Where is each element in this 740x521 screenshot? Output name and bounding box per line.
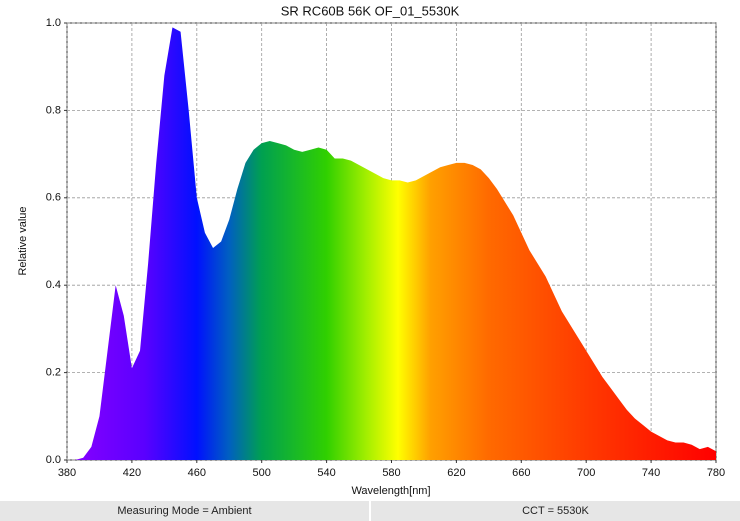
area-layer	[67, 27, 716, 461]
y-axis-label: Relative value	[17, 206, 29, 275]
x-tick-label: 460	[188, 467, 206, 479]
footer-cell: Measuring Mode = Ambient	[0, 501, 371, 521]
y-tick-label: 0.0	[46, 454, 61, 466]
x-tick-label: 620	[447, 467, 465, 479]
x-tick-label: 420	[123, 467, 141, 479]
x-tick-label: 500	[253, 467, 271, 479]
x-tick-label: 700	[577, 467, 595, 479]
y-tick-label: 1.0	[46, 17, 61, 29]
footer-cell: CCT = 5530K	[522, 505, 589, 517]
spectrum-area	[67, 27, 716, 461]
y-tick-label: 0.6	[46, 192, 61, 204]
x-tick-label: 740	[642, 467, 660, 479]
chart-title: SR RC60B 56K OF_01_5530K	[281, 3, 460, 18]
x-tick-label: 540	[317, 467, 335, 479]
x-axis-label: Wavelength[nm]	[351, 485, 430, 497]
x-tick-label: 780	[707, 467, 725, 479]
ticks: 0.0 0.2 0.4 0.6 0.8 1.0 380 420 460 500 540 580 620 6…	[46, 17, 725, 479]
x-tick-label: 660	[512, 467, 530, 479]
x-tick-label: 580	[382, 467, 400, 479]
x-tick-label: 380	[58, 467, 76, 479]
y-tick-label: 0.2	[46, 367, 61, 379]
y-tick-label: 0.4	[46, 279, 61, 291]
footer: Measuring Mode = Ambient CCT = 5530K	[0, 501, 740, 521]
y-tick-label: 0.8	[46, 104, 61, 116]
